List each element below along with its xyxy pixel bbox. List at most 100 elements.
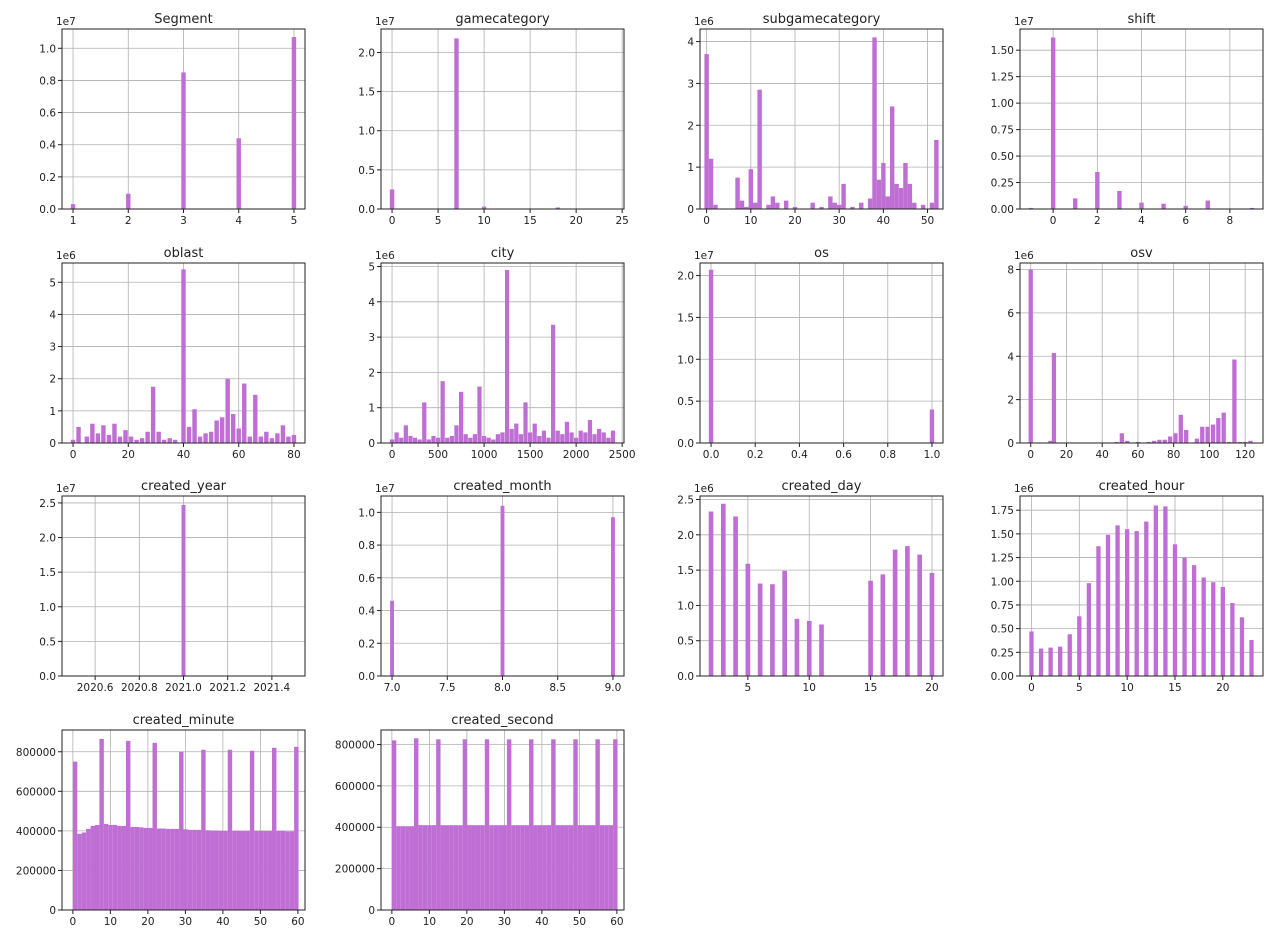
chart-city-bar xyxy=(514,423,519,443)
chart-created-minute-frame xyxy=(61,729,306,911)
chart-created-second-bar xyxy=(498,825,503,910)
chart-created-minute: 0 10 20 30 40 50 60 0 200000 400000 600000 800000 cr… xyxy=(16,713,306,928)
chart-city-bar xyxy=(518,434,524,443)
chart-created-minute-bar xyxy=(263,830,268,910)
chart-created-hour-bar xyxy=(1077,616,1082,676)
chart-created-second-bar xyxy=(506,739,512,910)
chart-osv-title: osv xyxy=(1130,246,1153,261)
chart-created-minute-bar xyxy=(179,751,184,910)
chart-oblast-bar xyxy=(197,436,203,443)
chart-oblast-bar xyxy=(219,417,225,443)
chart-osv-xtick-label: 0 xyxy=(1027,449,1034,461)
chart-created-second-bar xyxy=(502,825,507,910)
chart-segment-xtick-label: 4 xyxy=(235,215,242,227)
chart-created-second-bar xyxy=(489,825,494,910)
chart-osv-bar xyxy=(1162,439,1167,443)
chart-oblast-bar xyxy=(95,433,101,443)
chart-os-xtick-label: 0.0 xyxy=(703,449,720,461)
chart-created-minute-bar xyxy=(227,749,233,910)
chart-oblast-bar xyxy=(112,423,117,443)
chart-created-minute-xtick-label: 10 xyxy=(104,916,117,928)
chart-subgamecategory-multiplier: 1e6 xyxy=(694,16,714,28)
chart-oblast-xtick-label: 60 xyxy=(232,449,245,461)
chart-created-second-bar xyxy=(484,739,490,910)
chart-subgamecategory-bar xyxy=(889,106,895,209)
chart-oblast-bar xyxy=(186,426,192,443)
chart-created-second-bar xyxy=(436,739,441,910)
chart-osv-bar xyxy=(1157,439,1162,443)
chart-oblast-bar xyxy=(208,431,214,443)
chart-os-ytick-label: 1.0 xyxy=(677,354,694,366)
chart-subgamecategory-ytick-label: 2 xyxy=(687,120,694,132)
chart-created-minute-bar xyxy=(117,825,122,910)
chart-subgamecategory-bar xyxy=(836,204,842,209)
chart-created-minute-bar xyxy=(272,747,277,910)
chart-oblast-xtick-label: 20 xyxy=(122,449,135,461)
chart-city-bar xyxy=(527,432,533,443)
chart-city-xtick-label: 500 xyxy=(428,449,448,461)
chart-subgamecategory-bar xyxy=(885,196,890,209)
chart-oblast-bar xyxy=(106,434,112,443)
chart-subgamecategory-bar xyxy=(903,162,908,209)
chart-shift-xtick-label: 4 xyxy=(1138,215,1145,227)
chart-city-bar xyxy=(481,435,487,443)
chart-city-bar xyxy=(578,430,583,443)
chart-city-bar xyxy=(472,434,478,443)
chart-created-hour-ytick-label: 1.25 xyxy=(991,553,1014,565)
chart-created-hour-bar xyxy=(1163,506,1168,676)
chart-osv-bar xyxy=(1051,353,1057,443)
chart-oblast: 0 20 40 60 80 0 1 2 3 4 5 1e6 oblast xyxy=(49,246,306,461)
chart-subgamecategory-ytick-label: 3 xyxy=(687,78,694,90)
chart-subgamecategory-bar xyxy=(819,206,824,209)
chart-subgamecategory-ytick-label: 0 xyxy=(687,204,694,216)
chart-created-hour-bar xyxy=(1038,648,1044,676)
chart-gamecategory-ytick-label: 1.5 xyxy=(358,87,375,99)
chart-city-bar xyxy=(495,434,501,443)
chart-oblast-bar xyxy=(173,439,178,443)
chart-city-bar xyxy=(435,437,441,443)
chart-created-second-bar xyxy=(440,825,445,910)
chart-city-bar xyxy=(592,434,597,443)
chart-osv-ytick-label: 6 xyxy=(1007,308,1014,320)
chart-osv-bar xyxy=(1237,441,1242,443)
chart-shift-bar xyxy=(1249,207,1255,209)
chart-osv-bar xyxy=(1216,418,1221,443)
chart-shift-ytick-label: 0.00 xyxy=(991,204,1014,216)
chart-segment: 1 2 3 4 5 0.0 0.2 0.4 0.6 0.8 1.0 1e7 Segment xyxy=(39,12,306,227)
chart-subgamecategory-bar xyxy=(775,202,780,209)
chart-created-year-multiplier: 1e7 xyxy=(56,483,76,495)
chart-created-second-bar xyxy=(520,825,525,910)
chart-shift-multiplier: 1e7 xyxy=(1014,16,1034,28)
chart-created-minute-bar xyxy=(267,830,272,910)
chart-created-minute-bar xyxy=(236,830,242,910)
chart-subgamecategory-bar xyxy=(898,188,904,209)
chart-created-minute-xtick-label: 30 xyxy=(179,916,192,928)
chart-created-day-ytick-label: 0.0 xyxy=(677,671,694,683)
chart-created-hour-ytick-label: 1.00 xyxy=(991,576,1014,588)
chart-created-minute-bar xyxy=(223,830,228,910)
chart-created-day-xtick-label: 10 xyxy=(803,682,816,694)
chart-city-bar xyxy=(412,437,418,443)
chart-subgamecategory-bar xyxy=(766,204,771,209)
chart-created-minute-bar xyxy=(205,830,211,910)
chart-created-second-bar xyxy=(533,825,538,910)
chart-created-hour-xtick-label: 20 xyxy=(1216,682,1229,694)
chart-oblast-bar xyxy=(128,436,134,443)
chart-created-second-bar xyxy=(409,826,414,910)
chart-subgamecategory-bar xyxy=(859,202,864,209)
chart-created-minute-ytick-label: 200000 xyxy=(16,865,56,877)
chart-subgamecategory-xtick-label: 40 xyxy=(877,215,890,227)
chart-created-year-ytick-label: 0.5 xyxy=(39,636,56,648)
chart-city-bar xyxy=(532,423,537,443)
chart-os-title: os xyxy=(814,246,829,261)
chart-created-hour: 0 5 10 15 20 0.00 0.25 0.50 0.75 1.00 1.25 1.50 1.75… xyxy=(991,479,1264,694)
chart-created-hour-title: created_hour xyxy=(1099,479,1185,494)
chart-created-day-frame xyxy=(699,495,944,677)
chart-created-minute-bar xyxy=(280,830,286,910)
chart-created-hour-bar xyxy=(1182,557,1187,676)
chart-city-xtick-label: 2500 xyxy=(609,449,636,461)
chart-created-second-bar xyxy=(431,825,437,910)
chart-oblast-bar xyxy=(70,439,76,443)
chart-created-day-xtick-label: 15 xyxy=(864,682,877,694)
